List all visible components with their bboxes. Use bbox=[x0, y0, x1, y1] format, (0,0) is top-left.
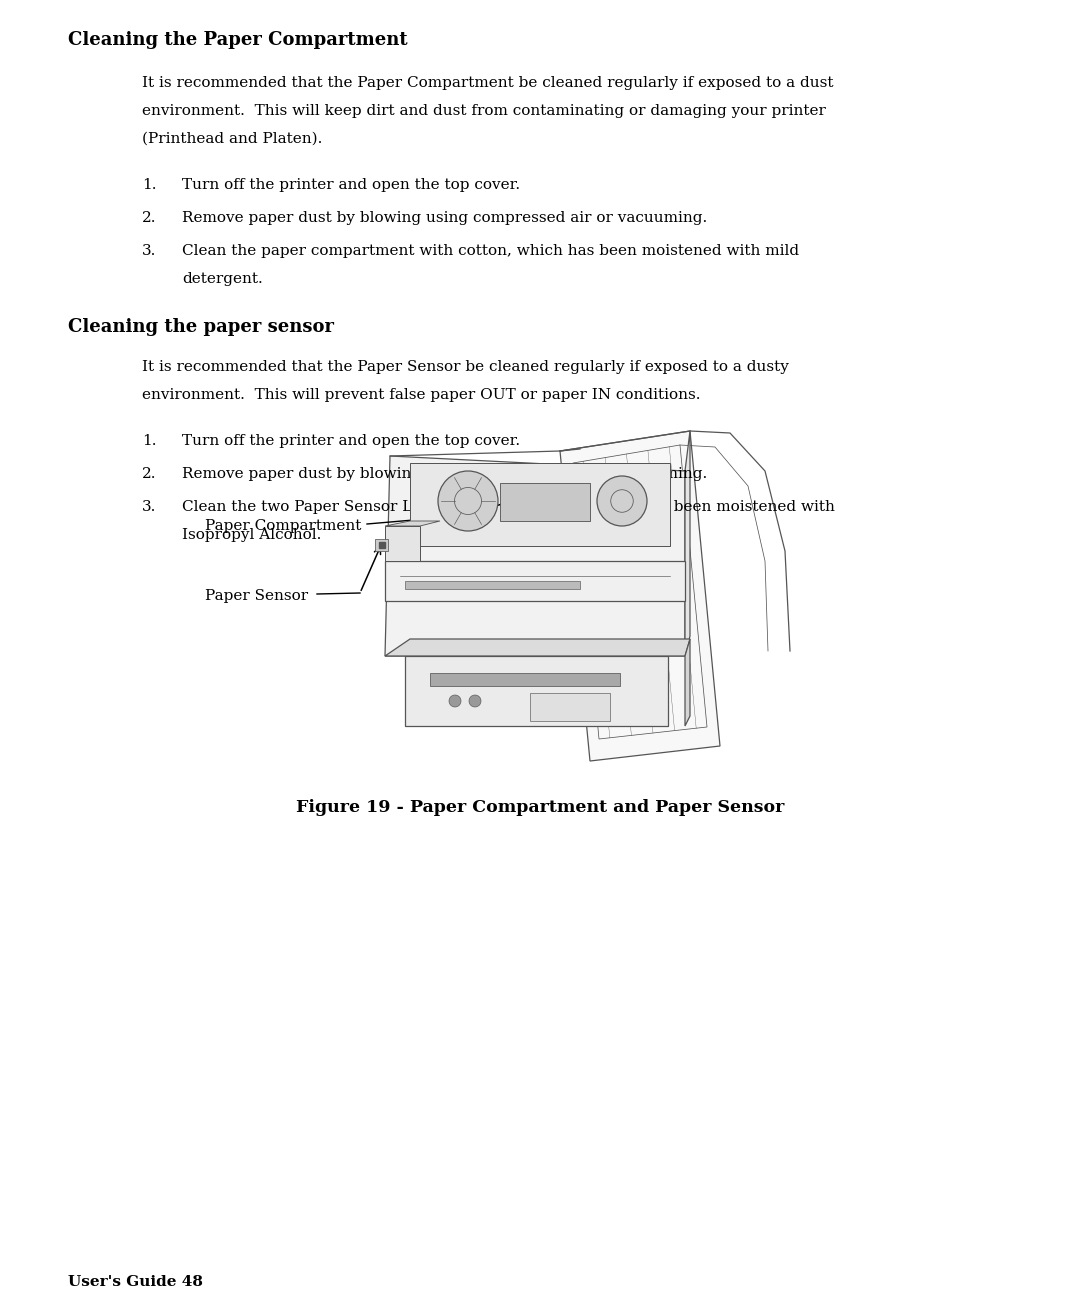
Text: Remove paper dust by blowing using compressed air or vacuuming.: Remove paper dust by blowing using compr… bbox=[183, 211, 707, 225]
Text: environment.  This will keep dirt and dust from contaminating or damaging your p: environment. This will keep dirt and dus… bbox=[141, 104, 826, 118]
Polygon shape bbox=[384, 520, 440, 526]
Text: Figure 19 - Paper Compartment and Paper Sensor: Figure 19 - Paper Compartment and Paper … bbox=[296, 798, 784, 815]
Text: Isopropyl Alcohol.: Isopropyl Alcohol. bbox=[183, 528, 322, 541]
Text: Clean the paper compartment with cotton, which has been moistened with mild: Clean the paper compartment with cotton,… bbox=[183, 244, 799, 258]
Text: It is recommended that the Paper Compartment be cleaned regularly if exposed to : It is recommended that the Paper Compart… bbox=[141, 76, 834, 90]
Polygon shape bbox=[384, 526, 420, 561]
Text: It is recommended that the Paper Sensor be cleaned regularly if exposed to a dus: It is recommended that the Paper Sensor … bbox=[141, 361, 788, 374]
Circle shape bbox=[449, 695, 461, 707]
Text: detergent.: detergent. bbox=[183, 271, 262, 286]
Polygon shape bbox=[410, 463, 670, 545]
Text: 2.: 2. bbox=[141, 467, 157, 481]
Text: Turn off the printer and open the top cover.: Turn off the printer and open the top co… bbox=[183, 434, 521, 448]
Circle shape bbox=[597, 476, 647, 526]
Polygon shape bbox=[430, 673, 620, 686]
Circle shape bbox=[438, 471, 498, 531]
Text: Cleaning the paper sensor: Cleaning the paper sensor bbox=[68, 319, 334, 336]
Text: Remove paper dust by blowing using compressed air or vacuuming.: Remove paper dust by blowing using compr… bbox=[183, 467, 707, 481]
Polygon shape bbox=[405, 581, 580, 589]
Polygon shape bbox=[685, 638, 690, 726]
Polygon shape bbox=[384, 561, 685, 600]
Polygon shape bbox=[375, 539, 388, 551]
Text: Paper Sensor: Paper Sensor bbox=[205, 589, 308, 603]
Text: 3.: 3. bbox=[141, 499, 157, 514]
Text: Turn off the printer and open the top cover.: Turn off the printer and open the top co… bbox=[183, 178, 521, 191]
Polygon shape bbox=[384, 456, 685, 656]
Text: User's Guide 48: User's Guide 48 bbox=[68, 1276, 203, 1289]
Text: Clean the two Paper Sensor LED's with cotton stick, which has been moistened wit: Clean the two Paper Sensor LED's with co… bbox=[183, 499, 835, 514]
Text: 3.: 3. bbox=[141, 244, 157, 258]
Text: Paper Compartment: Paper Compartment bbox=[205, 519, 362, 534]
Text: 2.: 2. bbox=[141, 211, 157, 225]
Text: Cleaning the Paper Compartment: Cleaning the Paper Compartment bbox=[68, 31, 407, 49]
Text: 1.: 1. bbox=[141, 434, 157, 448]
Polygon shape bbox=[405, 656, 669, 726]
Text: 1.: 1. bbox=[141, 178, 157, 191]
Text: environment.  This will prevent false paper OUT or paper IN conditions.: environment. This will prevent false pap… bbox=[141, 388, 701, 402]
Circle shape bbox=[469, 695, 481, 707]
Polygon shape bbox=[685, 431, 690, 656]
Polygon shape bbox=[500, 482, 590, 520]
Polygon shape bbox=[384, 638, 690, 656]
Polygon shape bbox=[561, 431, 720, 760]
Polygon shape bbox=[530, 694, 610, 721]
Text: (Printhead and Platen).: (Printhead and Platen). bbox=[141, 132, 322, 146]
